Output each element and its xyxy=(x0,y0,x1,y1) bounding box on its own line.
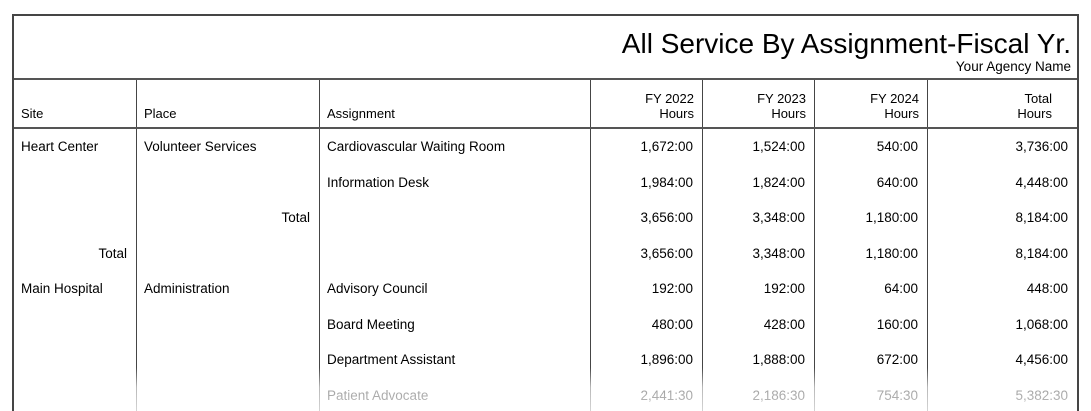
cell-fy2022: 1,672:00 xyxy=(590,129,702,165)
cell-fy2022: 480:00 xyxy=(590,306,702,342)
table-row-detail: Department Assistant 1,896:00 1,888:00 672:… xyxy=(14,342,1077,378)
cell-site: Heart Center xyxy=(21,139,99,155)
report-title: All Service By Assignment-Fiscal Yr. xyxy=(621,28,1071,59)
cell-place: Administration xyxy=(136,271,319,307)
table-row-detail: Board Meeting 480:00 428:00 160:00 1,068:00 xyxy=(14,306,1077,343)
cell-fy2023: 1,888:00 xyxy=(702,342,814,378)
header-label: Assignment xyxy=(327,106,395,121)
table-row-place-total: Total 3,656:00 3,348:00 1,180:00 8,184:00 xyxy=(14,200,1077,236)
cell-assignment: Department Assistant xyxy=(319,342,590,378)
table-body: Heart Center Volunteer Services Cardiovasc… xyxy=(14,129,1077,411)
cell-site: Total xyxy=(98,245,127,261)
cell-fy2024: 672:00 xyxy=(814,342,927,378)
cell-fy2022: 1,896:00 xyxy=(590,342,702,378)
header-cell-site: Site xyxy=(14,80,136,127)
cell-assignment: Cardiovascular Waiting Room xyxy=(319,129,590,165)
cell-fy2023: 3,348:00 xyxy=(702,235,814,271)
cell-place xyxy=(136,306,319,342)
cell-fy2023: 1,824:00 xyxy=(702,164,814,200)
header-label: FY 2024 xyxy=(870,91,919,106)
cell-total: 8,184:00 xyxy=(927,200,1077,236)
cell-place xyxy=(136,164,319,200)
cell-fy2022: 192:00 xyxy=(590,271,702,307)
cell-assignment: Advisory Council xyxy=(319,271,590,307)
cell-total: 4,448:00 xyxy=(927,164,1077,200)
cell-assignment xyxy=(319,235,590,271)
header-cell-total: Total Hours xyxy=(927,80,1077,127)
cell-assignment: Board Meeting xyxy=(319,306,590,342)
cell-place xyxy=(136,342,319,378)
cell-total: 3,736:00 xyxy=(927,129,1077,165)
cell-assignment xyxy=(319,200,590,236)
header-label: FY 2023 xyxy=(757,91,806,106)
cell-site xyxy=(14,342,136,378)
cell-fy2022: 2,441:30 xyxy=(590,377,702,411)
cell-fy2024: 160:00 xyxy=(814,306,927,342)
cell-total: 5,382:30 xyxy=(927,377,1077,411)
header-label: Hours xyxy=(771,106,806,121)
header-cell-fy2023: FY 2023 Hours xyxy=(702,80,814,127)
header-cell-fy2022: FY 2022 Hours xyxy=(590,80,702,127)
agency-name: Your Agency Name xyxy=(955,59,1071,74)
cell-fy2024: 64:00 xyxy=(814,271,927,307)
cell-place xyxy=(136,377,319,411)
cell-total: 8,184:00 xyxy=(927,235,1077,271)
header-label: Hours xyxy=(1017,106,1052,121)
header-cell-fy2024: FY 2024 Hours xyxy=(814,80,927,127)
cell-site xyxy=(14,307,136,343)
header-label: Place xyxy=(144,106,177,121)
cell-total: 4,456:00 xyxy=(927,342,1077,378)
header-label: Site xyxy=(21,106,44,121)
cell-place: Total xyxy=(136,200,319,236)
header-label: FY 2022 xyxy=(645,91,694,106)
table-row-detail: Heart Center Volunteer Services Cardiovasc… xyxy=(14,129,1077,165)
cell-site xyxy=(14,165,136,201)
table-header-row: Site Place Assignment FY 2022 Hours FY 2023 Ho… xyxy=(14,80,1077,129)
cell-fy2024: 1,180:00 xyxy=(814,200,927,236)
cell-total: 448:00 xyxy=(927,271,1077,307)
cell-fy2023: 428:00 xyxy=(702,306,814,342)
report-page: All Service By Assignment-Fiscal Yr. You… xyxy=(12,14,1079,411)
cell-fy2022: 3,656:00 xyxy=(590,200,702,236)
table-row-site-total: Total 3,656:00 3,348:00 1,180:00 8,184:00 xyxy=(14,235,1077,271)
cell-total: 1,068:00 xyxy=(927,306,1077,342)
header-cell-place: Place xyxy=(136,80,319,127)
cell-fy2022: 3,656:00 xyxy=(590,235,702,271)
cell-assignment: Information Desk xyxy=(319,164,590,200)
cell-site xyxy=(14,200,136,236)
cell-place: Volunteer Services xyxy=(136,129,319,165)
cell-fy2024: 754:30 xyxy=(814,377,927,411)
cell-fy2023: 3,348:00 xyxy=(702,200,814,236)
cell-site: Main Hospital xyxy=(21,281,103,297)
report-header: All Service By Assignment-Fiscal Yr. You… xyxy=(14,16,1077,80)
table-row-detail: Main Hospital Administration Advisory Coun… xyxy=(14,271,1077,307)
cell-fy2023: 1,524:00 xyxy=(702,129,814,165)
cell-fy2024: 1,180:00 xyxy=(814,235,927,271)
header-cell-assignment: Assignment xyxy=(319,80,590,127)
cell-place xyxy=(136,235,319,271)
header-label: Hours xyxy=(884,106,919,121)
cell-assignment: Patient Advocate xyxy=(319,377,590,411)
header-label: Total xyxy=(1024,91,1052,106)
table-row-clipped: Patient Advocate 2,441:30 2,186:30 754:30 5,… xyxy=(14,377,1077,411)
table-row-detail: Information Desk 1,984:00 1,824:00 640:00 4,… xyxy=(14,164,1077,201)
cell-fy2022: 1,984:00 xyxy=(590,164,702,200)
header-label: Hours xyxy=(659,106,694,121)
cell-fy2024: 540:00 xyxy=(814,129,927,165)
cell-fy2023: 192:00 xyxy=(702,271,814,307)
cell-site xyxy=(14,378,136,411)
cell-fy2024: 640:00 xyxy=(814,164,927,200)
cell-fy2023: 2,186:30 xyxy=(702,377,814,411)
